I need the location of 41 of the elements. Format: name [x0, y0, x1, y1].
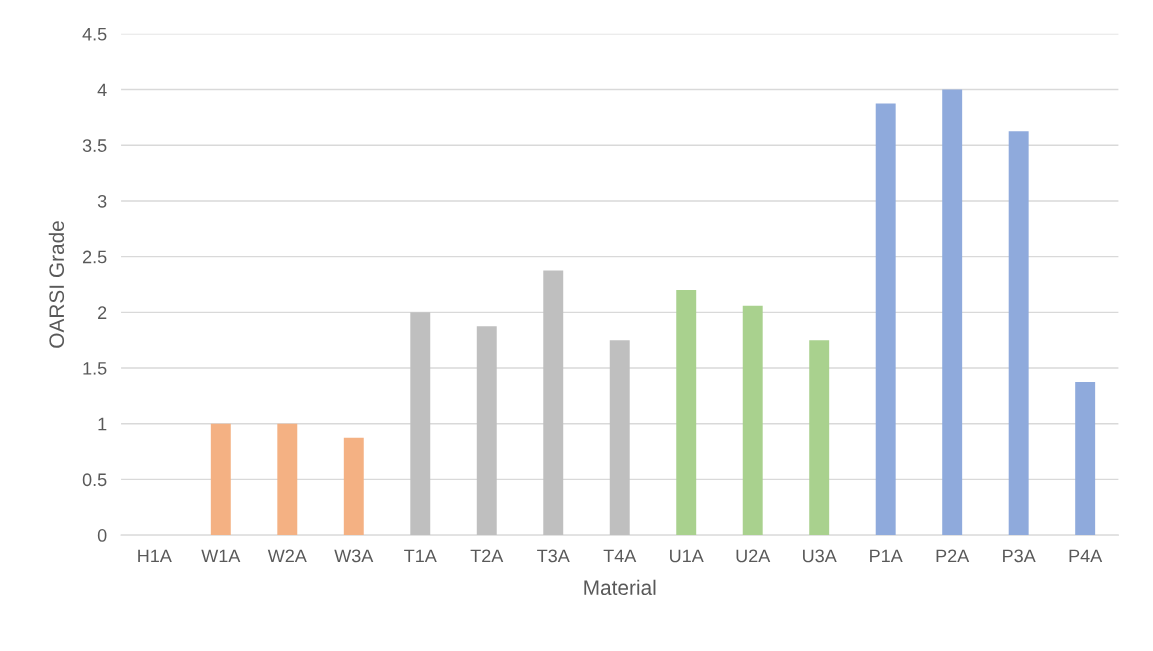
y-tick-label: 4: [97, 83, 107, 97]
bar: [676, 290, 697, 536]
x-tick-label: W2A: [267, 549, 307, 563]
x-tick-label: P1A: [870, 549, 903, 563]
y-tick-label: 0.5: [82, 473, 107, 487]
bar: [742, 305, 763, 536]
x-tick-label: U3A: [803, 549, 837, 563]
y-tick-label: 1: [98, 417, 107, 431]
y-axis-title: OARSI Grade: [48, 221, 65, 348]
x-tick-label: P3A: [1003, 549, 1036, 563]
x-tick-label: W3A: [334, 549, 374, 563]
bar: [210, 423, 231, 536]
bar: [942, 89, 963, 536]
y-tick-label: 1.5: [83, 362, 107, 375]
y-tick-label: 3: [97, 194, 107, 208]
bar: [809, 340, 830, 536]
y-tick-label: 0: [97, 529, 107, 542]
x-tick-label: T3A: [537, 549, 570, 563]
bar: [343, 437, 364, 536]
bar: [410, 312, 431, 536]
x-tick-label: T4A: [603, 549, 637, 563]
x-tick-label: T2A: [470, 549, 504, 563]
bar: [1075, 381, 1096, 536]
x-axis-title: Material: [584, 579, 656, 596]
x-tick-label: H1A: [138, 549, 172, 563]
y-tick-label: 3.5: [82, 139, 107, 152]
y-tick-label: 2: [98, 306, 107, 319]
x-tick-label: U1A: [670, 549, 704, 563]
x-tick-label: P4A: [1069, 549, 1103, 563]
y-tick-label: 4.5: [82, 27, 107, 41]
bar: [277, 423, 298, 536]
x-tick-label: U2A: [736, 549, 771, 563]
y-tick-label: 2.5: [82, 250, 107, 264]
bar: [543, 270, 564, 536]
x-tick-label: T1A: [404, 549, 437, 563]
x-tick-label: W1A: [201, 549, 241, 563]
x-tick-label: P2A: [936, 549, 970, 563]
bar: [476, 326, 497, 536]
bar: [609, 340, 630, 536]
bar: [1008, 131, 1029, 536]
bar: [875, 103, 896, 536]
